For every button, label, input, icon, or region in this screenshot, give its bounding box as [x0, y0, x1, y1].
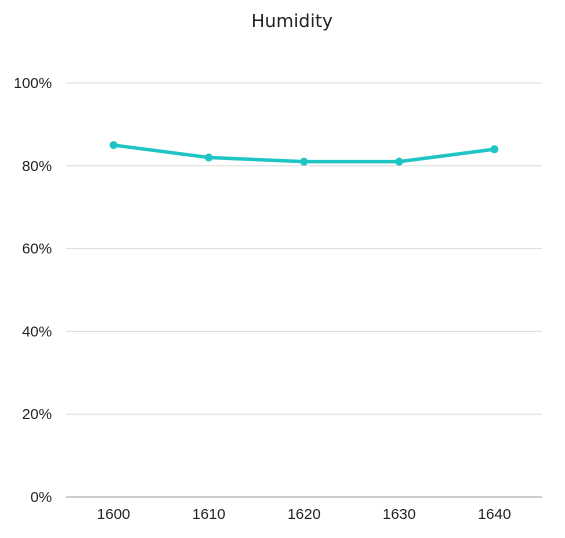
- data-point[interactable]: [300, 158, 308, 166]
- grid-lines: [66, 83, 542, 497]
- y-tick-label: 100%: [14, 75, 52, 92]
- y-tick-label: 20%: [22, 406, 52, 423]
- x-tick-label: 1630: [383, 506, 416, 523]
- data-point[interactable]: [205, 154, 213, 162]
- y-tick-label: 60%: [22, 241, 52, 258]
- x-tick-label: 1620: [287, 506, 320, 523]
- y-axis: 0% 20% 40% 60% 80% 100%: [14, 75, 52, 506]
- y-tick-label: 80%: [22, 158, 52, 175]
- x-tick-label: 1640: [478, 506, 511, 523]
- x-tick-label: 1600: [97, 506, 130, 523]
- data-point[interactable]: [395, 158, 403, 166]
- x-axis: 1600 1610 1620 1630 1640: [97, 506, 511, 523]
- x-tick-label: 1610: [192, 506, 225, 523]
- y-tick-label: 0%: [30, 489, 52, 506]
- series-group: [110, 141, 499, 166]
- y-tick-label: 40%: [22, 323, 52, 340]
- chart-title: Humidity: [251, 11, 333, 32]
- data-point[interactable]: [110, 141, 118, 149]
- data-point[interactable]: [490, 145, 498, 153]
